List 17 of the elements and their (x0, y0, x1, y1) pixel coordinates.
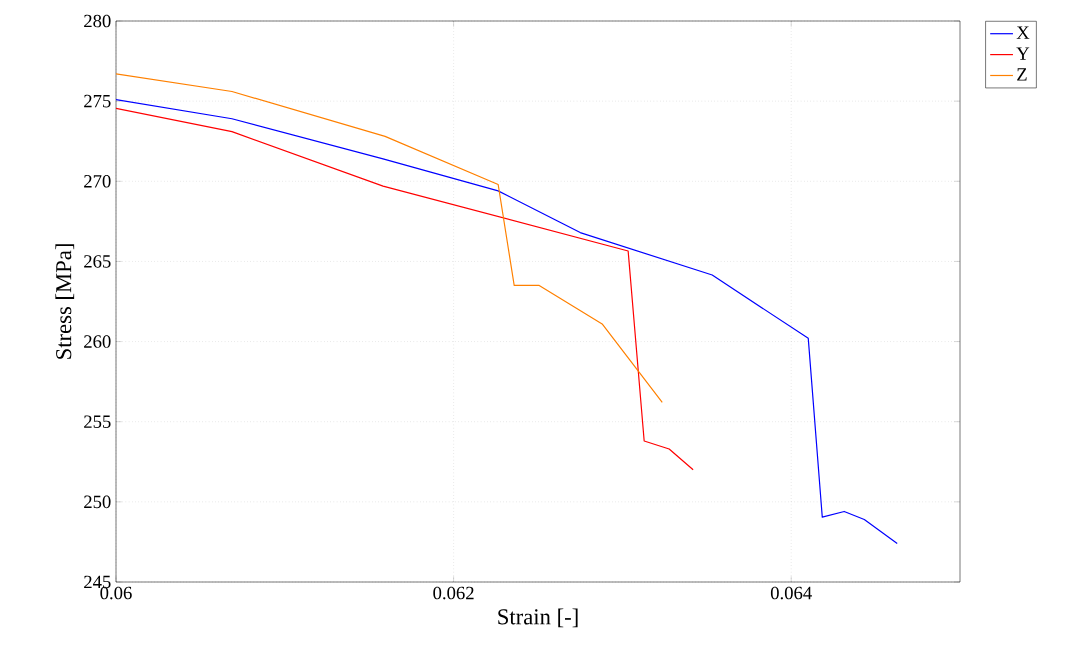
y-tick-label: 265 (84, 255, 111, 268)
x-tick-label: 0.064 (770, 586, 812, 600)
line-series (116, 73, 663, 404)
x-axis-title: Strain [-] (498, 608, 578, 628)
y-tick-label: 250 (84, 495, 111, 509)
y-tick-label: 275 (84, 94, 111, 108)
legend-label: Y (1016, 47, 1030, 60)
x-tick-label: 0.062 (433, 586, 474, 600)
legend-label: X (1016, 26, 1030, 39)
y-tick-label: 260 (84, 335, 111, 348)
line-series (116, 107, 694, 471)
y-tick-label: 270 (84, 174, 111, 188)
y-tick-label: 255 (84, 415, 111, 428)
y-axis-title: Stress [MPa] (55, 244, 75, 359)
legend-label: Z (1017, 68, 1027, 81)
y-tick-label: 280 (84, 14, 111, 28)
line-series (116, 98, 898, 545)
